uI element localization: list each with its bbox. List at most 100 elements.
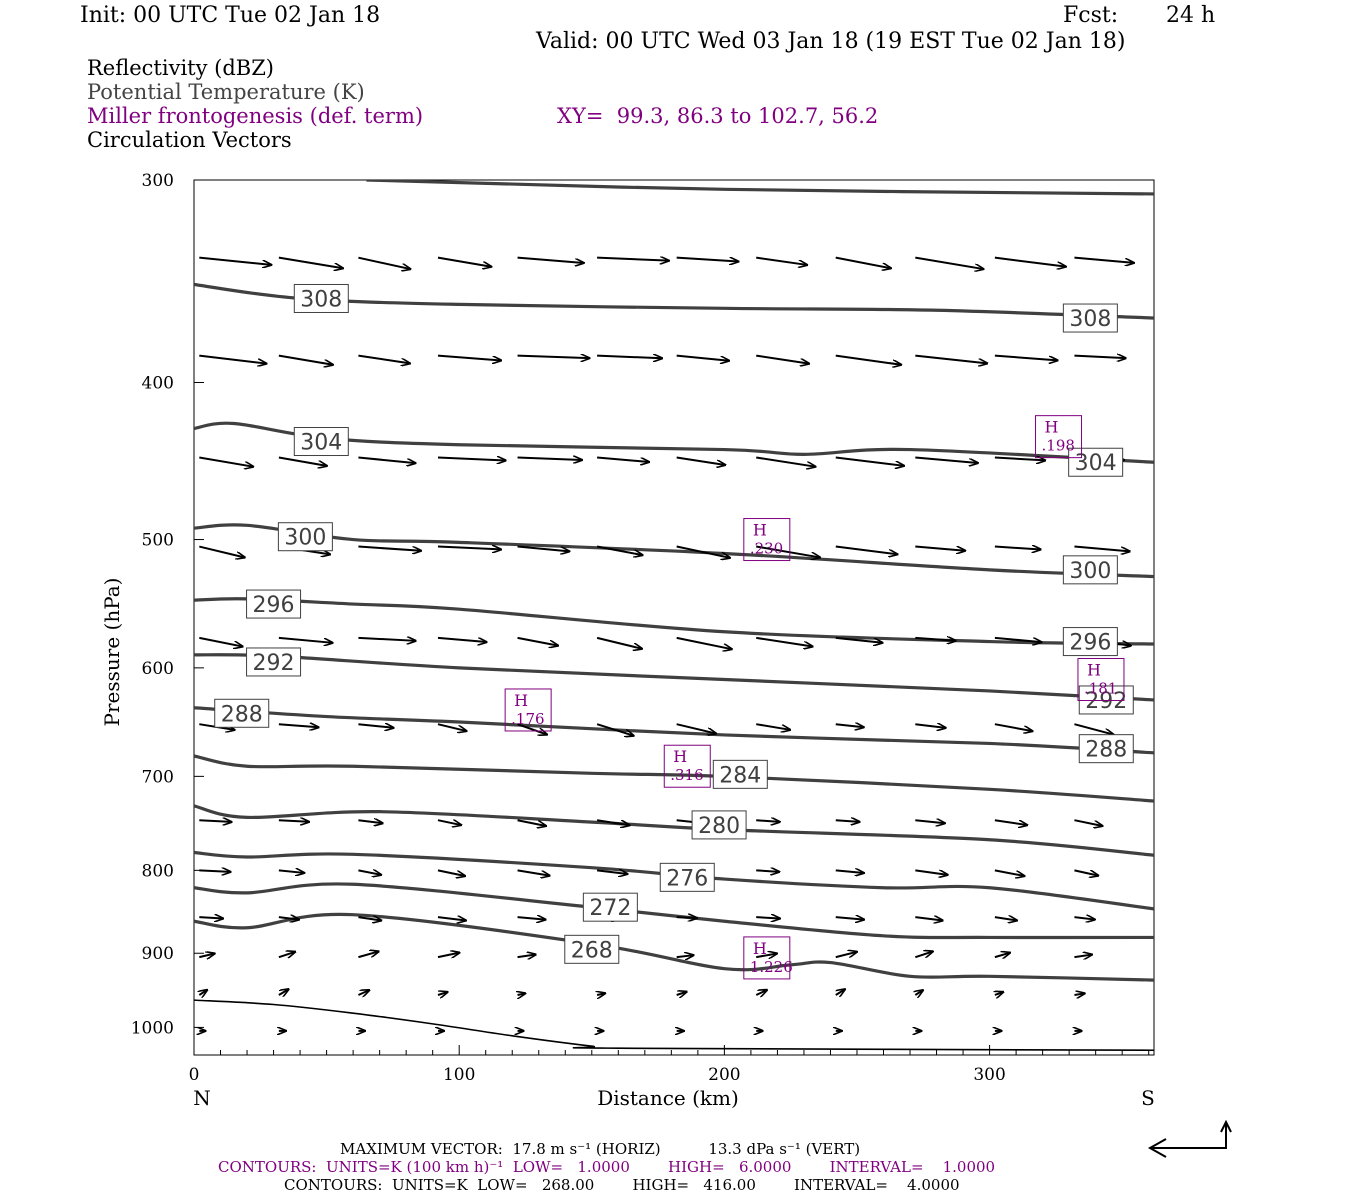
ground-surface-line: [194, 999, 1154, 1052]
frontogenesis-high-value: .181: [1084, 679, 1117, 697]
frontogenesis-high-value: .198: [1042, 437, 1075, 455]
theta-label-292: 292: [1085, 689, 1127, 714]
circulation-vector: [994, 953, 1010, 957]
circulation-vector: [915, 456, 977, 464]
theta-contour-268: [194, 912, 1154, 982]
circulation-vector: [994, 458, 1045, 461]
y-tick-label: 500: [142, 531, 174, 551]
circulation-vector: [597, 356, 662, 359]
circulation-vector: [756, 820, 780, 822]
circulation-vector: [676, 992, 687, 995]
circulation-vector: [358, 870, 381, 874]
surface-line: [194, 999, 1154, 1052]
x-tick-label: 0: [189, 1065, 200, 1085]
circulation-vector: [597, 456, 649, 462]
theta-contour-info: CONTOURS: UNITS=K LOW= 268.00 HIGH= 416.…: [284, 1176, 960, 1194]
forecast-label: Fcst:: [1063, 3, 1119, 28]
plot-frame: [193, 179, 1155, 1056]
frontogenesis-high-value: .230: [750, 540, 783, 558]
x-tick-label: 200: [708, 1065, 740, 1085]
circulation-vector: [835, 870, 864, 873]
circulation-vector: [836, 989, 845, 995]
circulation-vector: [358, 456, 415, 464]
theta-contour-300: [194, 523, 1154, 579]
circulation-vector: [437, 869, 465, 876]
circulation-vector: [994, 723, 1033, 731]
circulation-vector: [517, 636, 559, 646]
frontogenesis-high-label: H: [1087, 660, 1101, 679]
circulation-vector: [915, 917, 942, 920]
circulation-vector: [915, 354, 987, 364]
circulation-vector: [756, 917, 780, 918]
circulation-vector: [994, 917, 1017, 920]
circulation-vector: [358, 724, 393, 728]
circulation-vector: [199, 870, 230, 871]
circulation-vector: [596, 723, 634, 735]
frontogenesis-contour-info: CONTOURS: UNITS=K (100 km h)⁻¹ LOW= 1.00…: [218, 1158, 996, 1176]
circulation-vector: [835, 256, 891, 269]
circulation-vector: [994, 256, 1066, 267]
frontogenesis-high-box: [743, 518, 791, 562]
circulation-vector: [278, 354, 333, 365]
theta-contour-284: [194, 754, 1154, 803]
circulation-vector: [915, 638, 955, 641]
axis-ticks: [193, 179, 1150, 1055]
circulation-vector: [358, 990, 369, 995]
circulation-vector: [994, 547, 1041, 550]
frontogenesis-high-value: .316: [670, 766, 703, 784]
circulation-vector: [915, 990, 923, 995]
theta-label-box: [659, 862, 715, 892]
circulation-vector: [518, 993, 526, 995]
circulation-vector: [835, 952, 857, 959]
circulation-vector: [994, 869, 1025, 876]
circulation-vector: [835, 545, 898, 555]
theta-label-280: 280: [698, 814, 740, 839]
theta-label-268: 268: [571, 938, 613, 963]
theta-label-box: [214, 698, 270, 728]
circulation-vector: [676, 456, 726, 465]
circulation-vector: [358, 951, 378, 959]
theta-label-300: 300: [1069, 559, 1111, 584]
theta-label-304: 304: [300, 431, 342, 456]
circulation-vector: [437, 723, 467, 731]
circulation-vector: [278, 636, 333, 643]
circulation-vector: [1074, 917, 1094, 919]
theta-label-box: [582, 892, 638, 922]
circulation-vector: [835, 456, 904, 466]
circulation-vector: [915, 869, 947, 875]
circulation-vector: [756, 354, 809, 364]
theta-label-272: 272: [589, 896, 631, 921]
y-tick-label: 400: [142, 373, 174, 393]
circulation-vector: [994, 354, 1058, 361]
circulation-vector: [1074, 723, 1113, 734]
frontogenesis-high-value: .176: [511, 710, 544, 728]
circulation-vector: [756, 723, 790, 730]
theta-label-box: [277, 522, 333, 552]
circulation-vector: [1074, 993, 1084, 995]
circulation-vector: [199, 820, 231, 822]
circulation-vector: [1074, 955, 1092, 958]
frontogenesis-high-label: H: [1045, 418, 1059, 437]
theta-contour-288: [194, 706, 1154, 755]
theta-contour-296: [194, 597, 1154, 646]
theta-label-304: 304: [1075, 451, 1117, 476]
frontogenesis-high-box: [1077, 657, 1125, 701]
theta-label-box: [246, 647, 302, 677]
circulation-vector: [358, 545, 421, 551]
circulation-vector: [437, 819, 461, 825]
circulation-vector: [199, 636, 242, 647]
circulation-vector: [835, 354, 901, 365]
circulation-vector: [756, 953, 777, 957]
circulation-vector: [199, 917, 223, 918]
circulation-vector: [278, 952, 295, 957]
circulation-vector: [915, 951, 932, 959]
frontogenesis-high-label: H: [673, 747, 687, 766]
circulation-vector: [915, 545, 965, 551]
circulation-vector: [358, 638, 415, 641]
circulation-vector: [596, 819, 629, 825]
circulation-vector: [199, 354, 266, 364]
init-time: Init: 00 UTC Tue 02 Jan 18: [80, 3, 381, 28]
circulation-vector: [358, 256, 410, 269]
theta-label-288: 288: [221, 702, 263, 727]
theta-label-box: [246, 589, 302, 619]
